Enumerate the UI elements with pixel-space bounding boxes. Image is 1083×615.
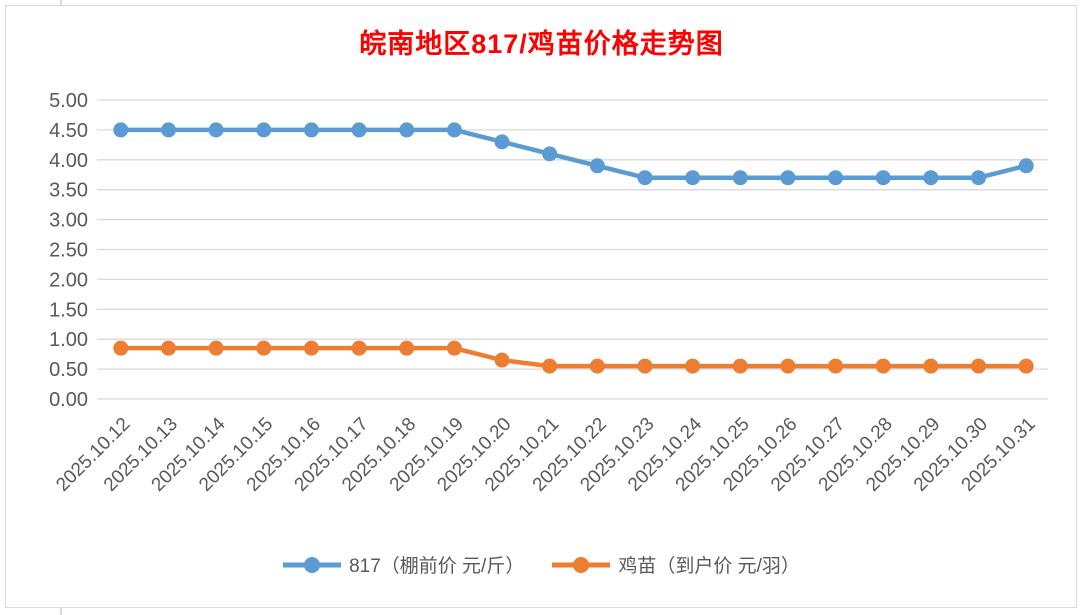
data-point-series-0 bbox=[446, 122, 462, 138]
series-line-0 bbox=[120, 127, 1027, 180]
legend-item-817: 817（棚前价 元/斤） bbox=[283, 551, 524, 578]
y-axis-tick-label: 1.50 bbox=[49, 299, 88, 321]
data-point-series-1 bbox=[494, 352, 510, 368]
data-point-series-1 bbox=[685, 358, 701, 374]
data-point-series-1 bbox=[256, 340, 272, 356]
worksheet-gridline-stub-bottom bbox=[60, 608, 62, 615]
worksheet-gridline-stub-top bbox=[60, 0, 62, 5]
y-axis-tick-label: 0.50 bbox=[49, 359, 88, 381]
y-axis-tick-label: 2.00 bbox=[49, 269, 88, 291]
data-point-series-0 bbox=[875, 170, 891, 186]
data-point-series-0 bbox=[828, 170, 844, 186]
legend-label-817: 817（棚前价 元/斤） bbox=[349, 556, 525, 577]
data-point-series-0 bbox=[208, 122, 224, 138]
data-point-series-1 bbox=[351, 340, 367, 356]
y-axis-tick-label: 4.50 bbox=[49, 120, 88, 142]
legend-item-jimiao: 鸡苗（到户价 元/羽） bbox=[552, 551, 800, 578]
data-point-series-1 bbox=[971, 358, 987, 374]
data-point-series-0 bbox=[1018, 158, 1034, 174]
data-point-series-1 bbox=[828, 358, 844, 374]
data-point-series-1 bbox=[303, 340, 319, 356]
y-axis-tick-label: 1.00 bbox=[49, 329, 88, 351]
data-point-series-0 bbox=[113, 122, 129, 138]
data-point-series-0 bbox=[303, 122, 319, 138]
data-point-series-1 bbox=[875, 358, 891, 374]
chart-title: 皖南地区817/鸡苗价格走势图 bbox=[359, 29, 724, 59]
series-line-1 bbox=[120, 345, 1027, 369]
data-point-series-0 bbox=[637, 170, 653, 186]
data-point-series-1 bbox=[923, 358, 939, 374]
data-point-series-1 bbox=[399, 340, 415, 356]
data-point-series-1 bbox=[542, 358, 558, 374]
data-point-series-0 bbox=[685, 170, 701, 186]
chart-legend: 817（棚前价 元/斤） 鸡苗（到户价 元/羽） bbox=[0, 551, 1083, 578]
data-point-series-1 bbox=[160, 340, 176, 356]
data-point-series-0 bbox=[923, 170, 939, 186]
line-marker-icon bbox=[552, 556, 611, 573]
chart-border-frame bbox=[5, 5, 1077, 608]
data-point-series-1 bbox=[1018, 358, 1034, 374]
line-marker-icon bbox=[283, 556, 342, 573]
data-point-series-0 bbox=[256, 122, 272, 138]
y-axis-tick-label: 0.00 bbox=[49, 389, 88, 411]
data-point-series-0 bbox=[160, 122, 176, 138]
data-point-series-0 bbox=[589, 158, 605, 174]
data-point-series-1 bbox=[732, 358, 748, 374]
data-point-series-0 bbox=[542, 146, 558, 162]
legend-label-jimiao: 鸡苗（到户价 元/羽） bbox=[618, 556, 800, 577]
data-point-series-0 bbox=[351, 122, 367, 138]
y-axis-tick-label: 5.00 bbox=[49, 90, 88, 112]
data-point-series-0 bbox=[732, 170, 748, 186]
y-axis-tick-label: 2.50 bbox=[49, 240, 88, 262]
data-point-series-0 bbox=[971, 170, 987, 186]
data-point-series-1 bbox=[208, 340, 224, 356]
y-axis-tick-label: 3.50 bbox=[49, 180, 88, 202]
y-axis-tick-label: 3.00 bbox=[49, 210, 88, 232]
data-point-series-1 bbox=[589, 358, 605, 374]
data-point-series-0 bbox=[399, 122, 415, 138]
data-point-series-0 bbox=[780, 170, 796, 186]
data-point-series-1 bbox=[780, 358, 796, 374]
data-point-series-1 bbox=[446, 340, 462, 356]
y-axis-tick-label: 4.00 bbox=[49, 150, 88, 172]
data-point-series-1 bbox=[637, 358, 653, 374]
data-point-series-0 bbox=[494, 134, 510, 150]
data-point-series-1 bbox=[113, 340, 129, 356]
